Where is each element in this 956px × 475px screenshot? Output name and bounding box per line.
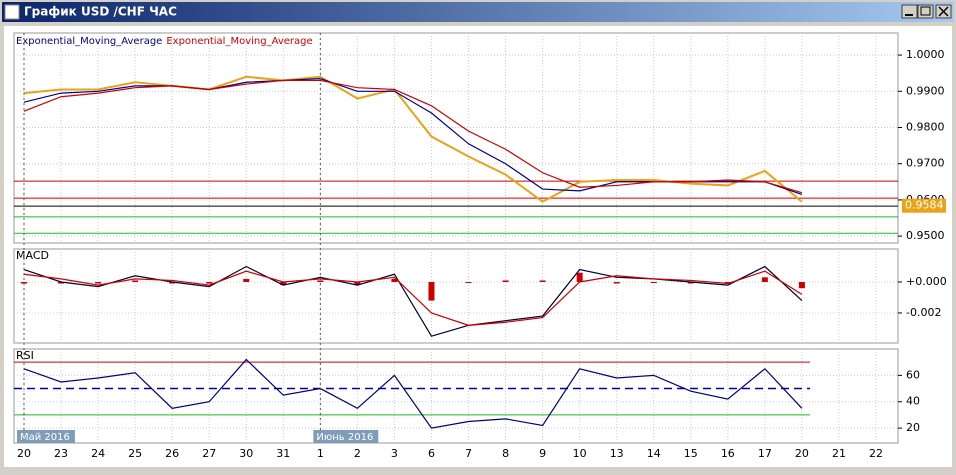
y-tick-label: +0.000 (906, 275, 947, 288)
histogram-bar (465, 281, 472, 283)
histogram-bar (58, 281, 65, 284)
close-glyph (938, 6, 949, 17)
histogram-bar (724, 281, 731, 284)
histogram-bar (95, 281, 102, 284)
x-tick-label: 20 (795, 447, 809, 460)
series-line (23, 358, 803, 429)
y-tick-label: 40 (906, 395, 920, 408)
histogram-bar (798, 281, 805, 289)
histogram-bar (687, 281, 694, 284)
histogram-bar (428, 281, 435, 301)
x-tick-label: 21 (832, 447, 846, 460)
x-tick-label: 7 (465, 447, 472, 460)
panel-frame (13, 348, 899, 444)
x-tick-label: 30 (239, 447, 253, 460)
histogram-bar (132, 280, 139, 282)
histogram-bar (243, 278, 250, 282)
histogram-bar (21, 281, 27, 284)
x-tick-label: 2 (354, 447, 361, 460)
x-tick-label: 16 (721, 447, 735, 460)
x-tick-label: 6 (428, 447, 435, 460)
series-line (23, 270, 803, 326)
x-tick-label: 3 (391, 447, 398, 460)
window-buttons (901, 4, 952, 19)
histogram-bar (317, 280, 324, 282)
panel-frame (13, 32, 899, 244)
last-price-box (902, 198, 946, 213)
x-tick-label: 20 (17, 447, 31, 460)
x-tick-label: 15 (684, 447, 698, 460)
x-tick-label: 23 (54, 447, 68, 460)
histogram-bar (576, 272, 583, 282)
x-tick-label: 1 (317, 447, 324, 460)
maximize-glyph (920, 6, 931, 16)
x-tick-label: 14 (647, 447, 661, 460)
histogram-bar (539, 280, 546, 282)
y-tick-label: 60 (906, 368, 920, 381)
x-tick-label: 25 (128, 447, 142, 460)
legend-entry: Exponential_Moving_Average (166, 36, 312, 47)
histogram-bar (206, 281, 213, 284)
title-bar (2, 2, 954, 22)
series-line (23, 265, 803, 337)
panel-frame (13, 248, 899, 344)
histogram-bar (354, 281, 361, 286)
y-tick-label: 0.9900 (906, 84, 945, 97)
x-tick-label: 9 (539, 447, 546, 460)
x-tick-label: 13 (610, 447, 624, 460)
x-tick-label: 22 (869, 447, 883, 460)
y-tick-label: 0.9700 (906, 157, 945, 170)
y-tick-label: 20 (906, 421, 920, 434)
period-label: Июнь 2016 (316, 432, 373, 443)
histogram-bar (650, 281, 657, 283)
period-label-box (313, 430, 379, 443)
window-icon (4, 4, 20, 20)
x-tick-label: 27 (202, 447, 216, 460)
panel-title: RSI (16, 349, 34, 362)
x-tick-label: 26 (165, 447, 179, 460)
y-tick-label: 0.9800 (906, 121, 945, 134)
histogram-bar (169, 281, 176, 284)
panel-title: MACD (16, 249, 49, 262)
x-tick-label: 31 (276, 447, 290, 460)
histogram-bar (391, 278, 398, 282)
histogram-bar (502, 280, 509, 282)
y-tick-label: -0.002 (906, 306, 941, 319)
period-label: Май 2016 (20, 432, 70, 443)
window-title: График USD /CHF ЧАС (24, 5, 177, 19)
y-tick-label: 1.0000 (906, 48, 945, 61)
x-tick-label: 24 (91, 447, 105, 460)
histogram-bar (761, 277, 768, 282)
series-line (23, 79, 803, 194)
x-tick-label: 17 (758, 447, 772, 460)
last-price-label: 0.9584 (905, 199, 944, 212)
histogram-bar (280, 281, 287, 286)
x-tick-label: 8 (502, 447, 509, 460)
y-tick-label: 0.9500 (906, 229, 945, 242)
minimize-button[interactable] (901, 4, 918, 19)
legend-entry: Exponential_Moving_Average (16, 36, 162, 47)
x-tick-label: 10 (573, 447, 587, 460)
histogram-bar (613, 281, 620, 284)
period-label-box (17, 430, 75, 443)
